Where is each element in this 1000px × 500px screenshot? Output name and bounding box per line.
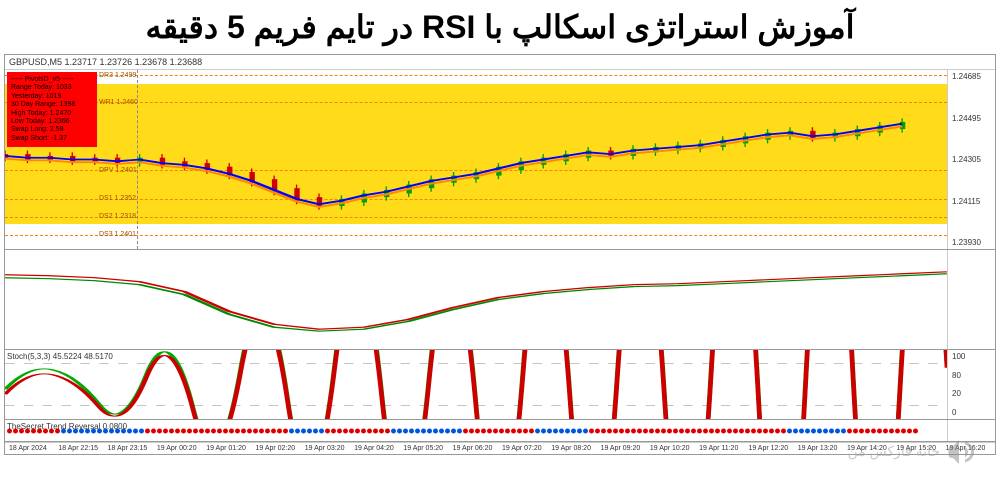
page-title: آموزش استراتژی اسکالپ با RSI در تایم فری… bbox=[0, 0, 1000, 54]
pivot-info-box: ----- PivotsD_v5 -----Range Today: 1033Y… bbox=[7, 72, 97, 147]
osc-y-axis bbox=[947, 250, 995, 349]
trend-label: TheSecret Trend Reversal 0.0800 bbox=[7, 422, 127, 431]
time-axis: 18 Apr 202418 Apr 22:1518 Apr 23:1519 Ap… bbox=[5, 442, 995, 454]
candlestick-chart bbox=[5, 70, 947, 249]
symbol-header: GBPUSD,M5 1.23717 1.23726 1.23678 1.2368… bbox=[5, 55, 995, 70]
oscillator-lines bbox=[5, 250, 947, 349]
price-plot: DR3 1.2499WR1 1.2460DPV 1.2401DS1 1.2352… bbox=[5, 70, 947, 249]
trend-dots bbox=[5, 428, 947, 433]
stochastic-panel[interactable]: Stoch(5,3,3) 45.5224 48.5170 10080200 bbox=[5, 350, 995, 420]
chart-container: GBPUSD,M5 1.23717 1.23726 1.23678 1.2368… bbox=[4, 54, 996, 455]
oscillator-plot bbox=[5, 250, 947, 349]
stoch-lines bbox=[5, 350, 947, 419]
price-panel[interactable]: DR3 1.2499WR1 1.2460DPV 1.2401DS1 1.2352… bbox=[5, 70, 995, 250]
trend-panel[interactable]: TheSecret Trend Reversal 0.0800 bbox=[5, 420, 995, 442]
stoch-plot bbox=[5, 350, 947, 419]
watermark-text: خانه فارکس من bbox=[848, 443, 941, 460]
stoch-label: Stoch(5,3,3) 45.5224 48.5170 bbox=[7, 352, 113, 361]
stoch-y-axis: 10080200 bbox=[947, 350, 995, 419]
trend-plot bbox=[5, 420, 947, 441]
session-divider bbox=[137, 70, 138, 249]
watermark-icon bbox=[944, 434, 980, 470]
price-y-axis: 1.246851.244951.243051.241151.23930 bbox=[947, 70, 995, 249]
oscillator-panel[interactable] bbox=[5, 250, 995, 350]
